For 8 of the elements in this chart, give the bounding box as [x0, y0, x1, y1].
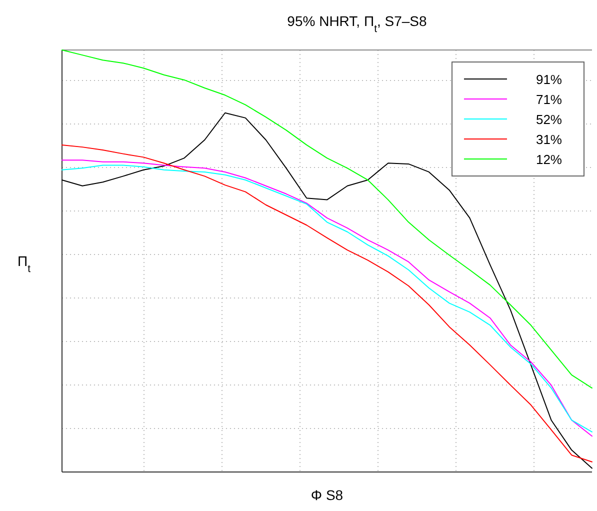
- legend-label: 71%: [536, 92, 562, 107]
- legend-label: 12%: [536, 152, 562, 167]
- x-axis-title: Φ S8: [310, 487, 344, 503]
- legend-label: 91%: [536, 72, 562, 87]
- y-axis-title: Π$_{t}$: [17, 253, 31, 275]
- legend-label: 31%: [536, 132, 562, 147]
- chart-title: 95% NHRT, Π$_{t}$, S7–S8: [287, 13, 428, 35]
- legend-label: 52%: [536, 112, 562, 127]
